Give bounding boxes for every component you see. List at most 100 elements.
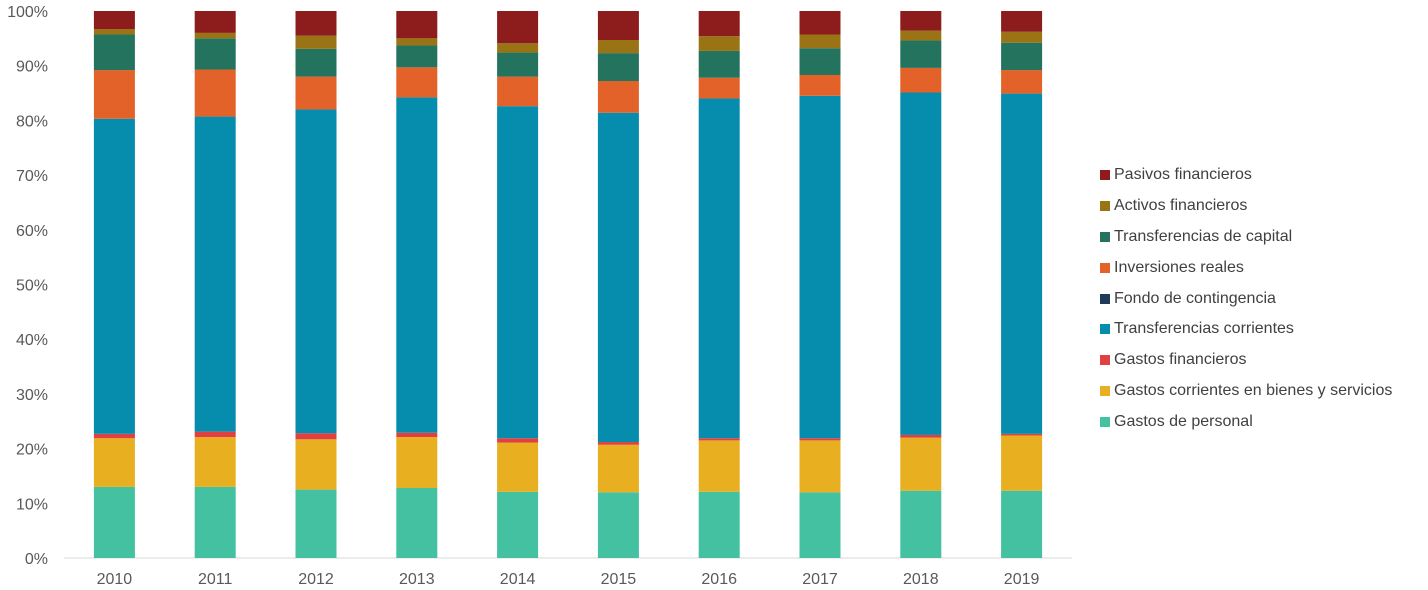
bar-segment [1001, 31, 1043, 43]
bar-segment [497, 76, 539, 107]
bar-segment [295, 489, 337, 558]
bar-segment [900, 11, 942, 31]
bar-segment [900, 67, 942, 93]
bar-segment [698, 440, 740, 492]
bar-segment [194, 437, 236, 487]
bar-segment [900, 92, 942, 435]
bar-segment [1001, 70, 1043, 94]
bar-segment [396, 38, 438, 46]
bar-segment [799, 11, 841, 35]
bar-segment [597, 444, 639, 493]
legend-label: Transferencias corrientes [1114, 320, 1294, 338]
bar-segment [497, 43, 539, 53]
y-tick-label: 30% [16, 387, 48, 404]
bar-segment [799, 34, 841, 49]
legend-swatch [1100, 355, 1110, 366]
x-tick-label: 2016 [701, 571, 737, 588]
y-tick-label: 80% [16, 113, 48, 130]
bar-segment [194, 116, 236, 432]
x-tick-label: 2017 [802, 571, 838, 588]
bar-segment [799, 95, 841, 439]
bar-segment [194, 38, 236, 70]
legend-item: Transferencias de capital [1100, 222, 1425, 253]
x-tick-label: 2012 [298, 571, 334, 588]
legend-label: Transferencias de capital [1114, 227, 1293, 245]
bar-segment [93, 486, 135, 558]
bar-segment [900, 490, 942, 558]
y-tick-label: 20% [16, 442, 48, 459]
bar-segment [396, 97, 438, 433]
bar-segment [497, 52, 539, 77]
y-tick-label: 70% [16, 168, 48, 185]
bar-segment [295, 48, 337, 77]
bar-segment [93, 34, 135, 71]
bar-segment [396, 45, 438, 68]
bar-segment [900, 437, 942, 491]
bar-segment [396, 11, 438, 39]
bar-segment [93, 433, 135, 439]
bar-segment [698, 11, 740, 37]
bar-segment [1001, 490, 1043, 558]
legend-item: Fondo de contingencia [1100, 283, 1425, 314]
bar-segment [1001, 435, 1043, 491]
bar-segment [295, 433, 337, 440]
bar-segment [799, 74, 841, 96]
bar-segment [698, 77, 740, 99]
y-tick-label: 40% [16, 332, 48, 349]
bar-segment [900, 434, 942, 438]
bar-segment [194, 486, 236, 558]
legend-item: Gastos corrientes en bienes y servicios [1100, 376, 1425, 407]
bar-segment [93, 438, 135, 487]
legend-swatch [1100, 170, 1110, 181]
bar-segment [497, 106, 539, 439]
y-tick-label: 0% [25, 551, 48, 568]
bar-segment [1001, 433, 1043, 436]
bar-segment [698, 36, 740, 51]
y-tick-label: 10% [16, 496, 48, 513]
bar-segment [194, 32, 236, 39]
bar-segment [93, 29, 135, 35]
bar-segment [799, 492, 841, 558]
legend-label: Gastos financieros [1114, 351, 1247, 369]
bar-segment [597, 53, 639, 82]
y-tick-label: 60% [16, 223, 48, 240]
bar-segment [698, 50, 740, 78]
bar-segment [799, 48, 841, 75]
legend-swatch [1100, 416, 1110, 427]
y-tick-label: 100% [7, 4, 48, 21]
bar-segment [93, 11, 135, 30]
bar-segment [597, 112, 639, 443]
bar-segment [295, 11, 337, 36]
legend-label: Gastos de personal [1114, 412, 1253, 430]
legend-label: Pasivos financieros [1114, 166, 1252, 184]
chart-legend: Pasivos financieros Activos financieros Tr… [1100, 160, 1425, 437]
bar-segment [900, 40, 942, 68]
bar-segment [497, 11, 539, 44]
x-tick-label: 2010 [97, 571, 133, 588]
bar-segment [597, 492, 639, 558]
bar-segment [698, 98, 740, 439]
bar-segment [698, 491, 740, 558]
legend-swatch [1100, 201, 1110, 212]
legend-label: Inversiones reales [1114, 258, 1244, 276]
legend-item: Inversiones reales [1100, 252, 1425, 283]
x-tick-label: 2011 [198, 571, 233, 588]
bar-segment [396, 67, 438, 98]
bar-segment [396, 487, 438, 558]
legend-label: Fondo de contingencia [1114, 289, 1276, 307]
bar-segment [194, 431, 236, 438]
legend-swatch [1100, 293, 1110, 304]
bar-segment [194, 69, 236, 117]
bar-segment [295, 35, 337, 49]
bar-segment [1001, 93, 1043, 434]
bar-segment [497, 491, 539, 558]
bar-segment [799, 440, 841, 493]
x-tick-label: 2014 [500, 571, 536, 588]
legend-item: Pasivos financieros [1100, 160, 1425, 191]
legend-item: Activos financieros [1100, 191, 1425, 222]
legend-label: Gastos corrientes en bienes y servicios [1114, 381, 1393, 399]
bar-segment [295, 439, 337, 490]
bar-segment [1001, 42, 1043, 71]
